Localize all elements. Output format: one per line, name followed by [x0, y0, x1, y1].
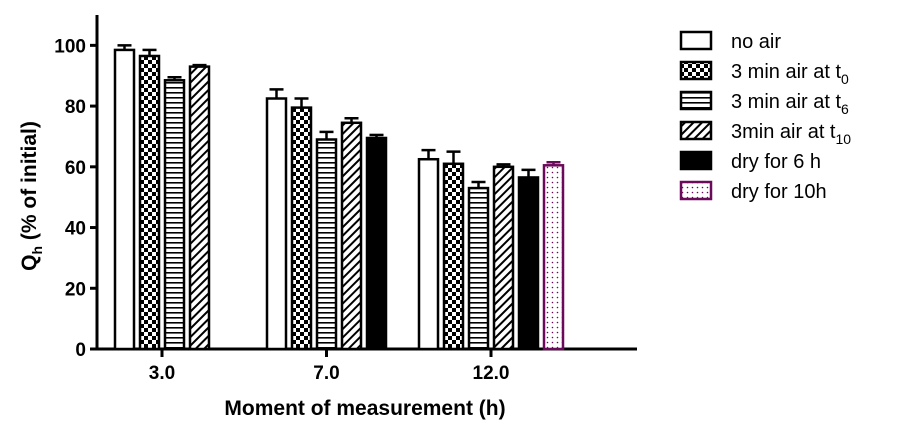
legend-swatch [679, 150, 713, 171]
y-axis-title-subscript: h [29, 246, 45, 255]
legend-label: no air [731, 31, 781, 53]
legend-label: 3min air at t10 [731, 121, 851, 147]
y-tick-label: 100 [54, 36, 86, 57]
bar [188, 65, 211, 351]
legend-label: 3 min air at t0 [731, 61, 849, 87]
bar [163, 79, 186, 351]
y-axis-title: Qh (% of initial) [18, 121, 45, 271]
bar [138, 54, 161, 351]
x-tick-label: 12.0 [473, 363, 510, 384]
bar [113, 48, 136, 351]
bar [517, 176, 540, 351]
bar [265, 97, 288, 351]
bar [340, 121, 363, 351]
legend-swatch [679, 120, 713, 141]
x-tick-label: 3.0 [149, 363, 175, 384]
legend: no air 3 min air at t0 3 min air at t6 3min… [679, 30, 851, 203]
bar [290, 106, 313, 351]
y-tick-label: 40 [65, 219, 86, 240]
bar [365, 136, 388, 351]
legend-label: dry for 6 h [731, 151, 821, 173]
bar [417, 157, 440, 351]
legend-swatch [679, 30, 713, 51]
x-axis-title: Moment of measurement (h) [224, 397, 505, 420]
y-tick-label: 80 [65, 97, 86, 118]
x-tick-label: 7.0 [313, 363, 339, 384]
y-tick-label: 60 [65, 158, 86, 179]
bar [492, 165, 515, 351]
bar [467, 186, 490, 351]
legend-swatch [679, 60, 713, 81]
y-tick-label: 20 [65, 279, 86, 300]
bar [542, 164, 565, 351]
y-tick-label: 0 [75, 340, 86, 361]
legend-swatch [679, 90, 713, 111]
legend-label: 3 min air at t6 [731, 91, 849, 117]
bar [442, 162, 465, 351]
bar [315, 138, 338, 351]
bars-group [113, 44, 565, 351]
axes: 0 20 40 60 80 100 3.0 7.0 12.0 [54, 15, 637, 384]
legend-label: dry for 10h [731, 181, 827, 203]
legend-swatch [679, 180, 713, 201]
